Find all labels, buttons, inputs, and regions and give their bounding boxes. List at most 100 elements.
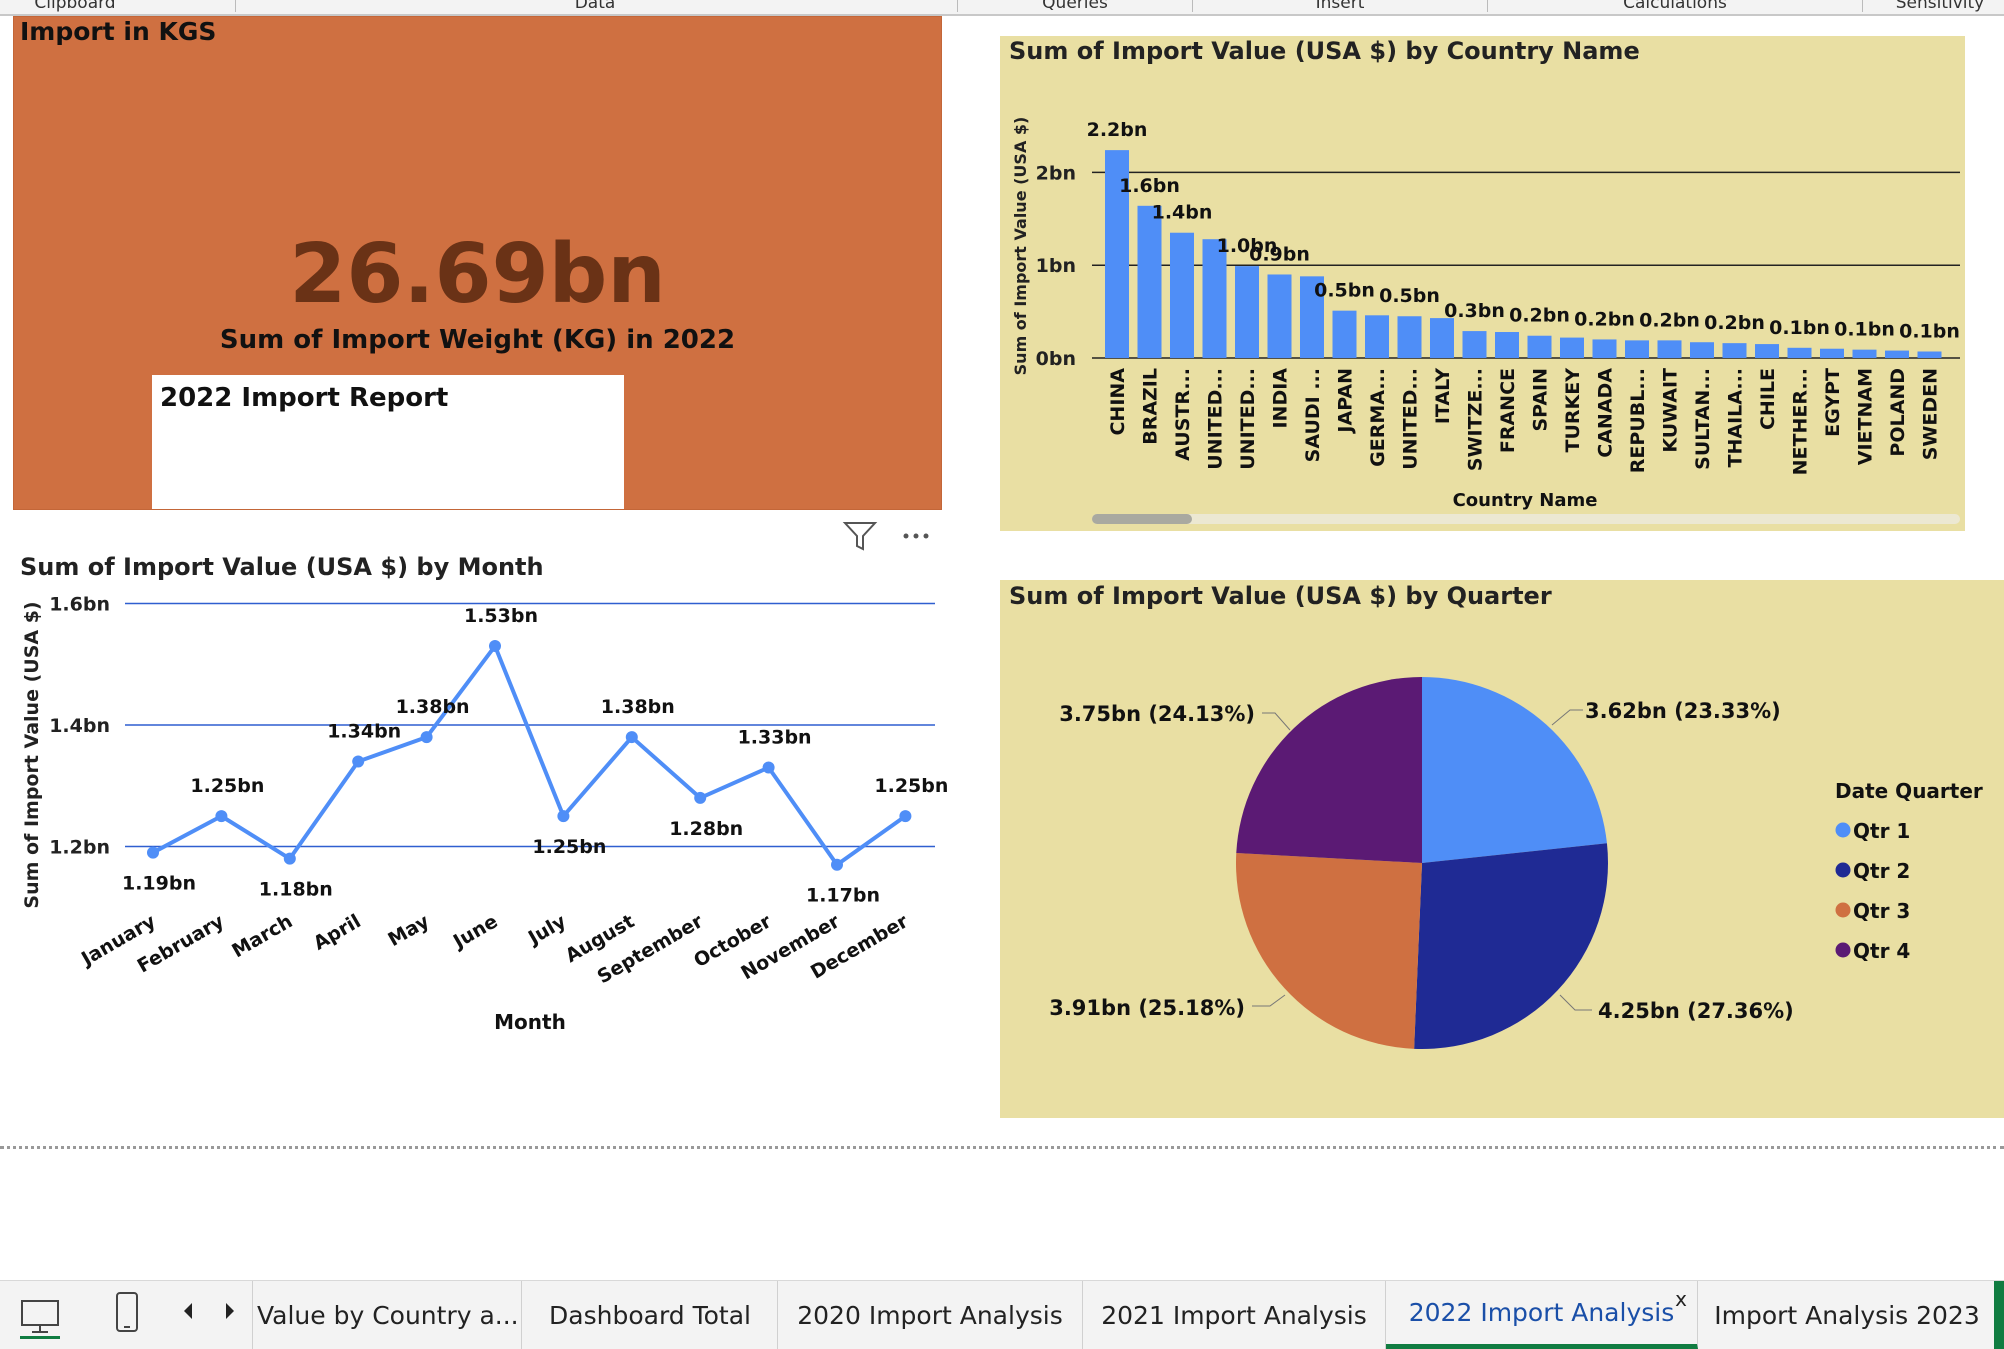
- tab-value-by-country[interactable]: Value by Country a...: [252, 1281, 522, 1349]
- bar: [1722, 343, 1747, 358]
- visual-header: [840, 520, 940, 554]
- bar-data-label: 0.2bn: [1574, 308, 1635, 330]
- bar: [1852, 349, 1877, 358]
- pie-leader-line: [1252, 994, 1286, 1007]
- line-data-label: 1.38bn: [396, 696, 470, 718]
- bar-y-tick: 2bn: [1036, 162, 1076, 184]
- bar-data-label: 0.1bn: [1899, 321, 1960, 343]
- pie-legend-marker: [1835, 942, 1851, 958]
- line-chart-title: Sum of Import Value (USA $) by Month: [20, 553, 544, 581]
- tab-import-analysis-2023[interactable]: Import Analysis 2023: [1699, 1281, 1996, 1349]
- card-title: Import in KGS: [20, 17, 217, 46]
- pie-legend-marker: [1835, 862, 1851, 878]
- line-chart-month[interactable]: Sum of Import Value (USA $) by Month 1.2b…: [0, 545, 960, 1045]
- bar-x-tick: THAILA...: [1725, 368, 1747, 467]
- desktop-view-icon[interactable]: [18, 1295, 62, 1343]
- ribbon-group-insert: Insert: [1315, 0, 1365, 13]
- ribbon-group-clipboard: Clipboard: [34, 0, 116, 13]
- line-point: [899, 810, 912, 823]
- line-data-label: 1.17bn: [806, 885, 880, 907]
- bar-data-label: 1.0bn: [1217, 235, 1278, 257]
- bar-x-tick: SWEDEN: [1920, 368, 1942, 460]
- bar: [1202, 239, 1227, 358]
- line-y-tick: 1.4bn: [49, 715, 110, 737]
- bar: [1300, 276, 1324, 358]
- bar-x-tick: SULTAN...: [1692, 368, 1714, 470]
- bar-data-label: 0.5bn: [1379, 285, 1440, 307]
- line-y-tick: 1.2bn: [49, 837, 110, 859]
- bar-scrollbar-thumb[interactable]: [1092, 514, 1192, 524]
- pie-data-label: 3.75bn (24.13%): [1059, 702, 1255, 726]
- line-data-label: 1.38bn: [601, 696, 675, 718]
- bar: [1397, 316, 1422, 358]
- bar-data-label: 0.5bn: [1314, 280, 1375, 302]
- bar: [1917, 351, 1942, 358]
- pie-slice: [1422, 677, 1607, 863]
- bar: [1560, 337, 1584, 358]
- ribbon-group-sensitivity: Sensitivity: [1895, 0, 1985, 13]
- tab-2022-import-analysis[interactable]: 2022 Import Analysis x: [1386, 1281, 1698, 1349]
- filter-icon[interactable]: [842, 520, 878, 556]
- bar-data-label: 0.1bn: [1769, 317, 1830, 339]
- bar-x-tick: SWITZE...: [1465, 368, 1487, 471]
- bar-data-label: 1.4bn: [1152, 202, 1213, 224]
- tab-dashboard-total[interactable]: Dashboard Total: [523, 1281, 778, 1349]
- line-data-label: 1.53bn: [464, 605, 538, 627]
- phone-view-icon[interactable]: [112, 1289, 142, 1343]
- bar-x-tick: UNITED...: [1400, 368, 1422, 470]
- bar-x-tick: AUSTR...: [1172, 368, 1194, 461]
- ribbon-group-calculations: Calculations: [1623, 0, 1727, 13]
- page-divider: [0, 1146, 2004, 1149]
- bar-x-tick: CHILE: [1757, 368, 1779, 430]
- tab-2020-import-analysis[interactable]: 2020 Import Analysis: [778, 1281, 1083, 1349]
- line-x-tick: May: [384, 910, 433, 951]
- pie-leader-line: [1559, 994, 1592, 1011]
- bar-x-tick: CHINA: [1107, 368, 1129, 436]
- tab-2021-import-analysis[interactable]: 2021 Import Analysis: [1083, 1281, 1386, 1349]
- bar-x-tick: VIETNAM: [1855, 368, 1877, 465]
- bar: [1137, 205, 1162, 358]
- kpi-card[interactable]: Import in KGS 26.69bn Sum of Import Weig…: [13, 16, 942, 510]
- chevron-right-icon[interactable]: [222, 1301, 238, 1327]
- line-point: [762, 761, 775, 774]
- line-x-tick: March: [228, 910, 296, 962]
- line-point: [831, 858, 843, 871]
- page-tab-bar: Value by Country a... Dashboard Total 20…: [0, 1280, 2004, 1349]
- card-value: 26.69bn: [289, 227, 666, 322]
- bar: [1495, 332, 1519, 358]
- bar: [1105, 150, 1129, 358]
- pie-data-label: 3.62bn (23.33%): [1585, 699, 1781, 723]
- report-textbox[interactable]: 2022 Import Report: [152, 375, 624, 509]
- chevron-left-icon[interactable]: [180, 1301, 196, 1327]
- bar-data-label: 1.6bn: [1119, 175, 1180, 197]
- bar-x-tick: TURKEY: [1562, 368, 1584, 453]
- bar: [1332, 310, 1357, 358]
- line-point: [557, 810, 570, 823]
- bar: [1430, 318, 1454, 358]
- ribbon-separator: [1487, 0, 1488, 12]
- line-point: [215, 810, 228, 823]
- line-data-label: 1.25bn: [190, 775, 264, 797]
- line-x-tick: April: [310, 910, 365, 954]
- bar-scrollbar-track: [1092, 514, 1960, 524]
- bar-x-tick: GERMA...: [1367, 368, 1389, 467]
- report-textbox-label: 2022 Import Report: [160, 383, 449, 413]
- bar-x-tick: POLAND: [1887, 368, 1909, 457]
- pie-chart-quarter[interactable]: Sum of Import Value (USA $) by Quarter 3.…: [1000, 580, 2004, 1118]
- bar-x-tick: UNITED...: [1205, 368, 1227, 470]
- ribbon-separator: [957, 0, 958, 12]
- close-icon[interactable]: x: [1675, 1287, 1687, 1311]
- bar-chart-country[interactable]: Sum of Import Value (USA $) by Country N…: [1000, 36, 1965, 531]
- line-point: [147, 846, 159, 859]
- bar-data-label: 0.3bn: [1444, 300, 1505, 322]
- pie-data-label: 4.25bn (27.36%): [1598, 999, 1794, 1023]
- ribbon-separator: [1862, 0, 1863, 12]
- scroll-edge: [1994, 1281, 2004, 1349]
- line-series: [152, 644, 907, 867]
- bar-x-axis-label: Country Name: [1453, 490, 1598, 511]
- bar-y-tick: 1bn: [1036, 255, 1076, 277]
- line-y-axis-label: Sum of Import Value (USA $): [21, 601, 43, 908]
- bar-x-tick: UNITED...: [1237, 368, 1259, 470]
- more-options-icon[interactable]: [900, 520, 936, 556]
- bar-chart-title: Sum of Import Value (USA $) by Country N…: [1009, 37, 1640, 65]
